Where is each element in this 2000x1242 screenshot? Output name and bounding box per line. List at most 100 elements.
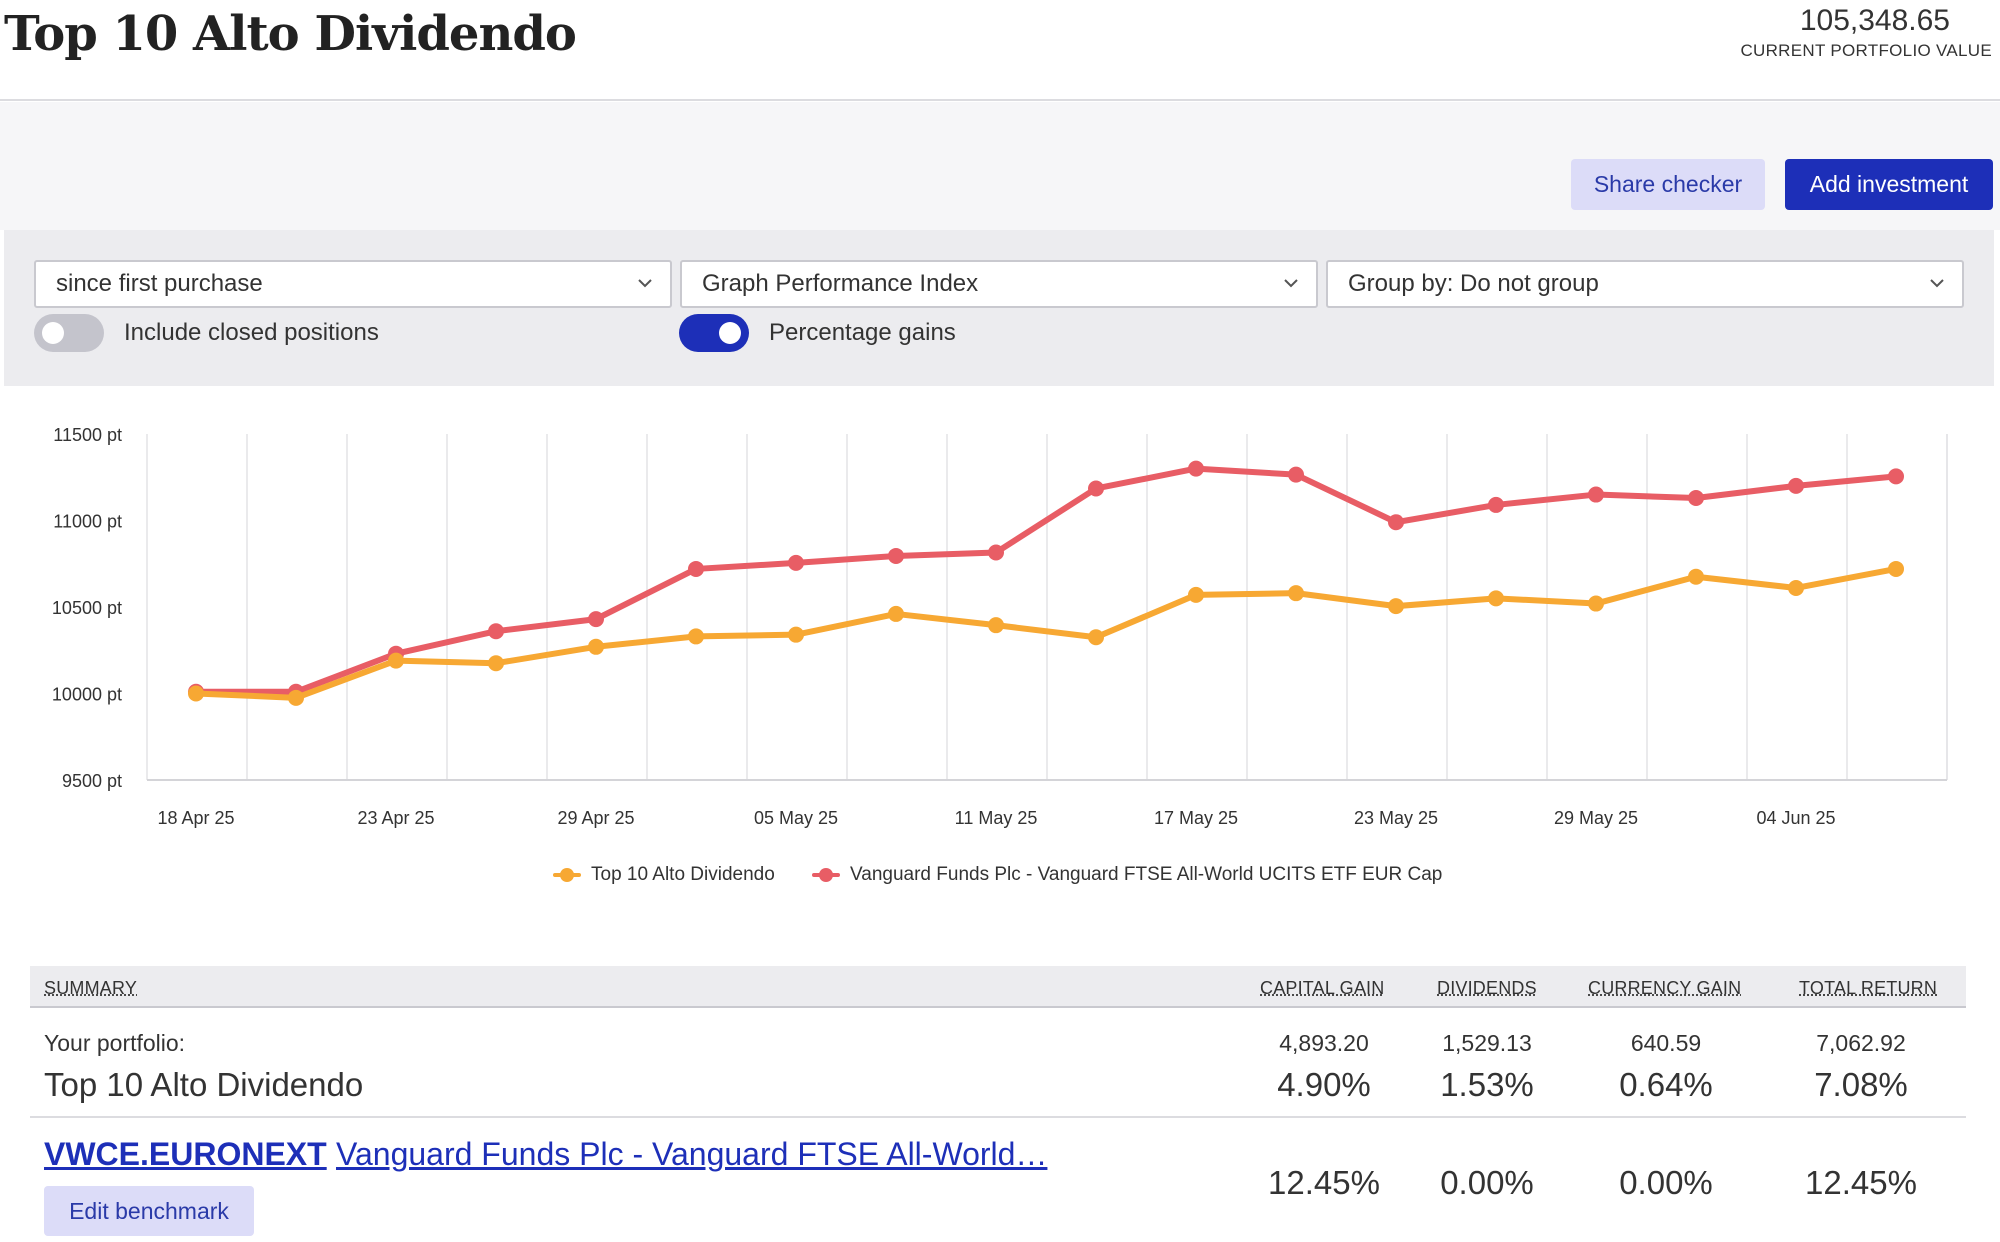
include-closed-label: Include closed positions — [124, 319, 379, 346]
benchmark-dividends-pct: 0.00% — [1440, 1164, 1534, 1201]
benchmark-currency-gain-pct: 0.00% — [1619, 1164, 1713, 1201]
graph-type-select-value: Graph Performance Index — [702, 270, 979, 297]
data-point-benchmark — [488, 623, 504, 640]
data-point-benchmark — [1688, 490, 1704, 507]
series-line-benchmark — [193, 465, 1899, 695]
data-point-benchmark — [788, 554, 804, 571]
data-point-portfolio — [1688, 568, 1704, 585]
benchmark-total-return-pct: 12.45% — [1805, 1164, 1917, 1201]
edit-benchmark-button[interactable]: Edit benchmark — [44, 1186, 254, 1236]
performance-chart: 11500 pt 11000 pt 10500 pt 10000 pt 9500 pt 1… — [0, 388, 2000, 928]
x-tick-label: 17 May 25 — [1154, 808, 1238, 828]
data-point-benchmark — [1588, 486, 1604, 503]
portfolio-row: Your portfolio: Top 10 Alto Dividendo 4,… — [30, 1010, 1966, 1118]
group-by-select-value: Group by: Do not group — [1348, 270, 1599, 297]
data-point-benchmark — [988, 544, 1004, 561]
data-point-portfolio — [1488, 590, 1504, 607]
summary-header: SUMMARY — [44, 978, 138, 998]
data-point-benchmark — [1388, 514, 1404, 531]
data-point-benchmark — [1488, 496, 1504, 513]
data-point-portfolio — [1288, 585, 1304, 602]
benchmark-capital-gain-pct: 12.45% — [1268, 1164, 1380, 1201]
x-tick-label: 29 May 25 — [1554, 808, 1638, 828]
add-investment-button[interactable]: Add investment — [1785, 159, 1993, 210]
performance-chart-svg: 11500 pt 11000 pt 10500 pt 10000 pt 9500 pt 1… — [52, 425, 1948, 828]
portfolio-name: Top 10 Alto Dividendo — [44, 1066, 364, 1103]
data-point-portfolio — [488, 655, 504, 672]
currency-gain-pct: 0.64% — [1619, 1066, 1713, 1103]
graph-type-select[interactable]: Graph Performance Index — [680, 260, 1318, 308]
dividends-pct: 1.53% — [1440, 1066, 1534, 1103]
data-point-portfolio — [888, 605, 904, 622]
x-tick-label: 04 Jun 25 — [1756, 808, 1835, 828]
chevron-down-icon — [638, 279, 652, 288]
x-tick-label: 05 May 25 — [754, 808, 838, 828]
y-tick-label: 10000 pt — [52, 685, 122, 705]
capital-gain-value: 4,893.20 — [1279, 1030, 1369, 1056]
data-point-benchmark — [688, 560, 704, 577]
your-portfolio-label: Your portfolio: — [44, 1030, 186, 1056]
data-point-benchmark — [888, 547, 904, 564]
x-tick-label: 29 Apr 25 — [557, 808, 634, 828]
currency-gain-header[interactable]: CURRENCY GAIN — [1588, 978, 1742, 998]
share-checker-button[interactable]: Share checker — [1571, 159, 1765, 210]
chevron-down-icon — [1284, 279, 1298, 288]
portfolio-value: 105,348.65 — [1799, 4, 1950, 37]
legend-swatch-portfolio — [553, 868, 581, 882]
total-return-value: 7,062.92 — [1816, 1030, 1906, 1056]
currency-gain-value: 640.59 — [1630, 1030, 1702, 1056]
period-select[interactable]: since first purchase — [34, 260, 672, 308]
action-bar: Share checker Add investment — [0, 102, 2000, 230]
summary-header-row: SUMMARY CAPITAL GAIN DIVIDENDS CURRENCY … — [30, 966, 1966, 1008]
filter-panel: since first purchase Graph Performance I… — [4, 230, 1994, 386]
benchmark-row: VWCE.EURONEXT Vanguard Funds Plc - Vangu… — [30, 1118, 1966, 1242]
percentage-gains-toggle[interactable] — [679, 314, 749, 352]
capital-gain-pct: 4.90% — [1277, 1066, 1371, 1103]
x-tick-label: 23 May 25 — [1354, 808, 1438, 828]
x-tick-label: 18 Apr 25 — [157, 808, 234, 828]
x-tick-label: 23 Apr 25 — [357, 808, 434, 828]
legend-item-benchmark[interactable]: Vanguard Funds Plc - Vanguard FTSE All-W… — [812, 864, 1442, 886]
y-tick-label: 11500 pt — [53, 425, 122, 445]
capital-gain-header[interactable]: CAPITAL GAIN — [1260, 978, 1385, 998]
percentage-gains-label: Percentage gains — [769, 319, 956, 346]
data-point-benchmark — [1288, 466, 1304, 483]
total-return-pct: 7.08% — [1814, 1066, 1908, 1103]
y-tick-label: 10500 pt — [52, 598, 122, 618]
series-line-portfolio — [193, 565, 1899, 701]
portfolio-value-label: CURRENT PORTFOLIO VALUE — [1740, 41, 1992, 60]
period-select-value: since first purchase — [56, 270, 263, 297]
data-point-portfolio — [388, 652, 404, 669]
x-tick-label: 11 May 25 — [955, 808, 1038, 828]
dividends-header[interactable]: DIVIDENDS — [1437, 978, 1537, 998]
data-point-portfolio — [988, 617, 1004, 634]
legend-swatch-benchmark — [812, 868, 840, 882]
data-point-benchmark — [1888, 468, 1904, 485]
data-point-portfolio — [788, 626, 804, 643]
benchmark-name-link[interactable]: Vanguard Funds Plc - Vanguard FTSE All-W… — [336, 1136, 1048, 1172]
toggle-knob — [42, 322, 64, 344]
dividends-value: 1,529.13 — [1442, 1030, 1532, 1056]
data-point-benchmark — [1788, 477, 1804, 494]
data-point-portfolio — [1588, 595, 1604, 612]
page-header: Top 10 Alto Dividendo 105,348.65 CURRENT… — [0, 0, 2000, 101]
chevron-down-icon — [1930, 279, 1944, 288]
legend-item-portfolio[interactable]: Top 10 Alto Dividendo — [553, 864, 775, 886]
data-point-portfolio — [1088, 629, 1104, 646]
group-by-select[interactable]: Group by: Do not group — [1326, 260, 1964, 308]
data-point-portfolio — [1188, 586, 1204, 603]
data-point-portfolio — [288, 689, 304, 706]
include-closed-toggle[interactable] — [34, 314, 104, 352]
benchmark-ticker-link[interactable]: VWCE.EURONEXT — [44, 1136, 327, 1172]
legend-label-benchmark: Vanguard Funds Plc - Vanguard FTSE All-W… — [850, 864, 1443, 885]
total-return-header[interactable]: TOTAL RETURN — [1799, 978, 1938, 998]
data-point-benchmark — [588, 611, 604, 628]
toggle-knob — [719, 322, 741, 344]
legend-label-portfolio: Top 10 Alto Dividendo — [591, 864, 775, 885]
data-point-portfolio — [688, 628, 704, 645]
y-tick-label: 9500 pt — [62, 771, 122, 791]
page-title: Top 10 Alto Dividendo — [4, 6, 577, 62]
data-point-portfolio — [1388, 598, 1404, 615]
data-point-portfolio — [1788, 579, 1804, 596]
y-tick-label: 11000 pt — [53, 512, 122, 532]
